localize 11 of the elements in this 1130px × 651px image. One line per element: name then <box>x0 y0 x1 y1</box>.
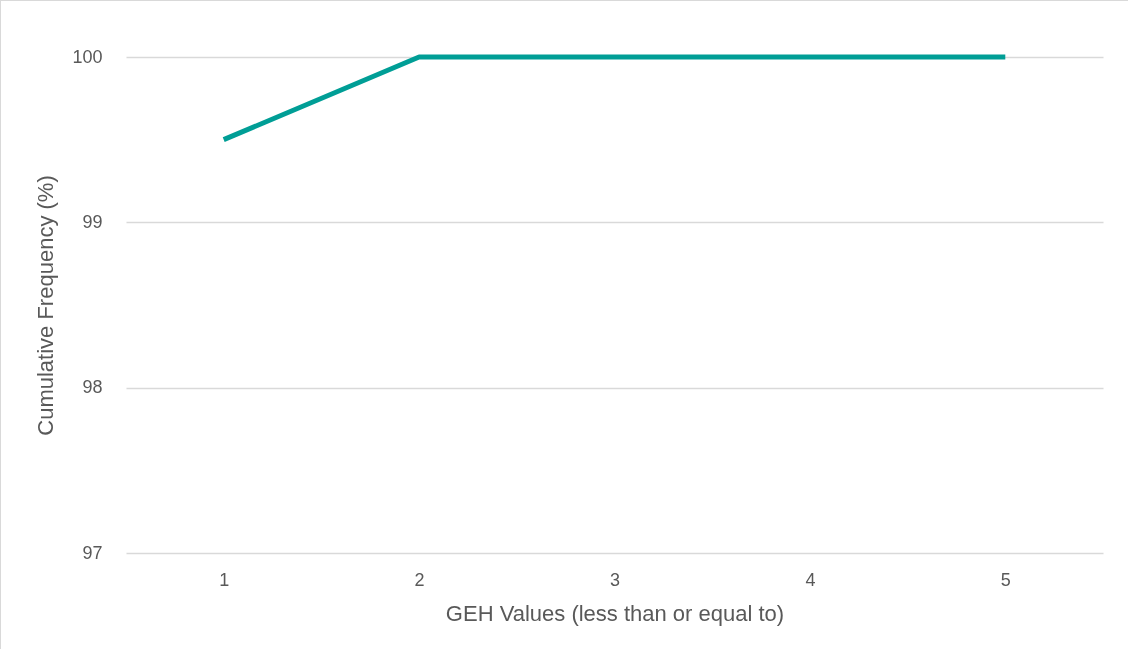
x-tick-label: 5 <box>1000 569 1011 590</box>
x-tick-label: 4 <box>805 569 816 590</box>
y-axis-title: Cumulative Frequency (%) <box>33 175 59 436</box>
x-axis-title: GEH Values (less than or equal to) <box>445 600 785 626</box>
x-tick-label: 3 <box>609 569 621 590</box>
y-tick-label: 99 <box>82 211 103 232</box>
y-tick-label: 98 <box>82 377 103 398</box>
x-tick-label: 1 <box>219 569 230 590</box>
y-tick-label: 100 <box>72 46 103 67</box>
x-tick-label: 2 <box>414 569 425 590</box>
y-tick-label: 97 <box>82 542 103 563</box>
